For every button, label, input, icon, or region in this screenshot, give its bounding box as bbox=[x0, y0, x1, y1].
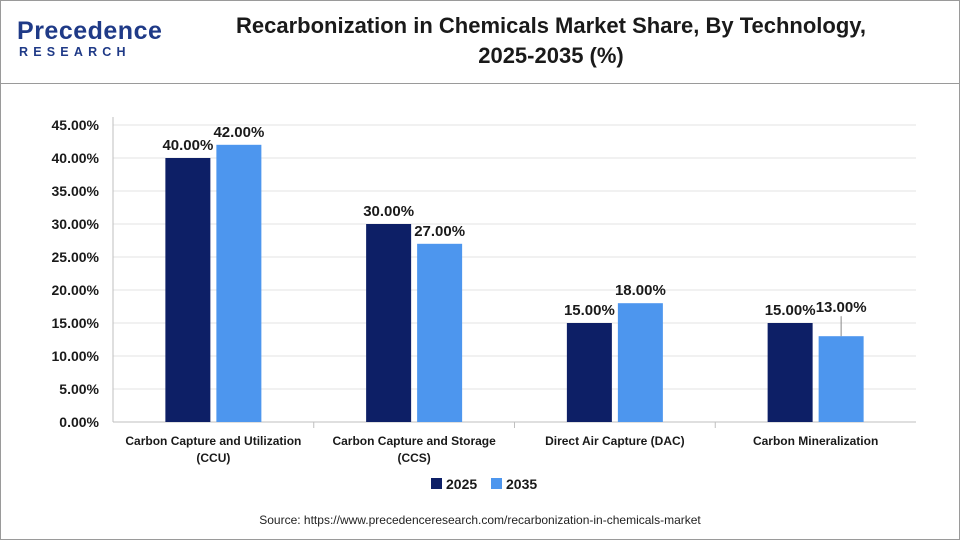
legend-swatch-2035 bbox=[491, 478, 502, 489]
y-tick-label: 20.00% bbox=[52, 282, 100, 298]
bar-2025 bbox=[566, 323, 612, 422]
y-tick-label: 0.00% bbox=[59, 414, 99, 430]
data-label: 27.00% bbox=[414, 223, 465, 240]
y-tick-label: 35.00% bbox=[52, 183, 100, 199]
data-label: 15.00% bbox=[765, 302, 816, 319]
legend-label: 2025 bbox=[446, 476, 477, 492]
x-category-label: Carbon Capture and Storage bbox=[332, 434, 496, 448]
bar-2035 bbox=[417, 243, 463, 422]
y-tick-label: 25.00% bbox=[52, 249, 100, 265]
y-tick-label: 10.00% bbox=[52, 348, 100, 364]
data-label: 15.00% bbox=[564, 302, 615, 319]
x-category-label: (CCU) bbox=[196, 451, 230, 465]
bar-chart: 0.00% 5.00% 10.00% 15.00% 20.00% 25.00% 30.00%… bbox=[52, 117, 916, 492]
header: Precedence RESEARCH Recarbonization in C… bbox=[1, 1, 959, 84]
legend-swatch-2025 bbox=[431, 478, 442, 489]
data-label: 30.00% bbox=[363, 203, 414, 220]
legend-label: 2035 bbox=[506, 476, 537, 492]
y-tick-label: 5.00% bbox=[59, 381, 99, 397]
company-logo: Precedence RESEARCH bbox=[17, 17, 167, 65]
logo-wordmark: Precedence bbox=[17, 17, 163, 45]
bar-2025 bbox=[165, 158, 211, 422]
chart-title-line2: 2025-2035 (%) bbox=[478, 43, 624, 68]
bar-2035 bbox=[216, 144, 262, 423]
data-label: 42.00% bbox=[213, 124, 264, 141]
x-category-label: Carbon Capture and Utilization bbox=[125, 434, 301, 448]
bar-2025 bbox=[767, 323, 813, 422]
chart-title: Recarbonization in Chemicals Market Shar… bbox=[171, 11, 931, 71]
bar-2025 bbox=[366, 224, 412, 422]
data-label: 13.00% bbox=[816, 299, 867, 316]
bar-2035 bbox=[617, 303, 663, 422]
y-tick-label: 40.00% bbox=[52, 150, 100, 166]
x-category-label: (CCS) bbox=[397, 451, 430, 465]
source-note: Source: https://www.precedenceresearch.c… bbox=[259, 513, 701, 527]
chart-title-line1: Recarbonization in Chemicals Market Shar… bbox=[235, 13, 866, 38]
bar-2035 bbox=[818, 336, 864, 422]
x-category-label: Direct Air Capture (DAC) bbox=[545, 434, 685, 448]
y-tick-label: 30.00% bbox=[52, 216, 100, 232]
data-label: 18.00% bbox=[615, 282, 666, 299]
y-tick-label: 15.00% bbox=[52, 315, 100, 331]
logo-subtitle: RESEARCH bbox=[19, 45, 131, 59]
y-tick-label: 45.00% bbox=[52, 117, 100, 133]
data-label: 40.00% bbox=[162, 137, 213, 154]
x-category-label: Carbon Mineralization bbox=[753, 434, 878, 448]
